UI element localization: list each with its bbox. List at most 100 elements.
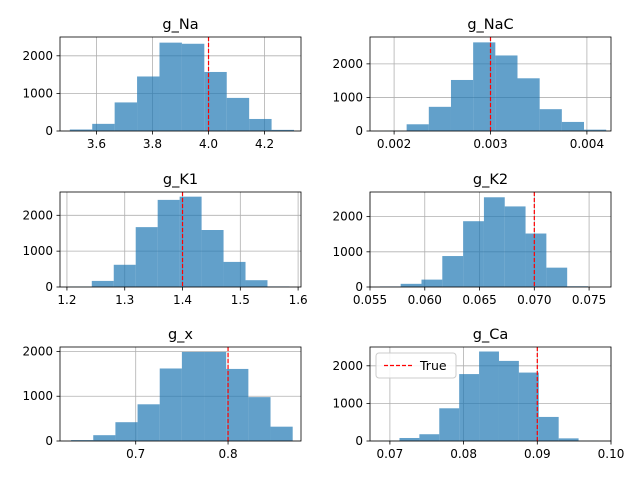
chart-g-k2-xtick-label-4: 0.075 [572, 293, 606, 307]
chart-g-nac-bar-4 [473, 42, 496, 131]
chart-g-na-bar-8 [249, 118, 272, 131]
chart-g-k1-ytick-label-1: 1000 [22, 244, 53, 258]
chart-g-k1-bar-2 [113, 264, 136, 287]
chart-g-ca-ytick-label-1: 1000 [332, 396, 363, 410]
chart-g-ca-bar-1 [399, 437, 420, 441]
chart-g-ca-bar-4 [459, 374, 480, 441]
chart-g-k2-bar-8 [546, 267, 568, 287]
chart-g-x-bars [71, 351, 293, 441]
chart-g-na-bar-2 [114, 102, 138, 131]
chart-g-nac-bars [384, 42, 607, 131]
chart-g-ca-bars [379, 351, 599, 441]
chart-g-k1-xtick-label-1: 1.3 [115, 293, 134, 307]
chart-g-k2-xtick-label-0: 0.055 [353, 293, 387, 307]
chart-g-nac-ytick-label-2: 2000 [332, 57, 363, 71]
chart-g-ca-title: g_Ca [473, 327, 508, 343]
chart-g-k1-bar-5 [179, 196, 202, 287]
chart-g-x-title: g_x [168, 327, 193, 343]
chart-g-x-bar-3 [137, 404, 160, 441]
chart-g-na-bar-1 [92, 123, 115, 131]
chart-g-x-ytick-label-0: 0 [45, 434, 53, 448]
chart-g-na-bar-6 [204, 71, 227, 131]
chart-g-nac-bar-6 [517, 78, 540, 131]
chart-g-k2-ytick-label-1: 1000 [332, 245, 363, 259]
chart-g-x-bar-1 [93, 435, 116, 441]
chart-g-na-xtick-label-1: 3.8 [143, 137, 162, 151]
chart-g-ca-bar-3 [439, 408, 460, 441]
chart-g-k2-xtick-label-3: 0.070 [517, 293, 551, 307]
chart-g-na-bar-4 [159, 42, 182, 131]
chart-g-k1-xtick-label-3: 1.5 [231, 293, 250, 307]
chart-g-k2-bars [379, 197, 588, 287]
chart-g-k1-ytick-label-0: 0 [45, 280, 53, 294]
chart-g-x-bar-8 [248, 397, 271, 441]
chart-g-k2-title: g_K2 [473, 172, 508, 188]
chart-g-ca-bar-2 [419, 434, 440, 441]
chart-g-na-axes-frame [59, 36, 302, 132]
chart-g-k2-bar-1 [400, 283, 422, 287]
chart-g-ca-bar-5 [479, 351, 499, 441]
chart-g-na-panel: 3.6 3.8 4.0 4.2 0 1000 2000 g_Na [22, 17, 302, 151]
chart-g-na-title: g_Na [162, 17, 198, 33]
chart-g-nac-bar-3 [450, 79, 474, 131]
chart-g-k2-xtick-label-1: 0.060 [408, 293, 442, 307]
chart-g-k2-ytick-label-0: 0 [355, 280, 363, 294]
chart-g-ca-ytick-label-0: 0 [355, 434, 363, 448]
chart-g-na-xtick-label-0: 3.6 [87, 137, 106, 151]
chart-g-ca-xtick-label-0: 0.07 [377, 447, 404, 461]
chart-g-na-bar-0 [69, 129, 93, 131]
chart-g-ca-ytick-label-2: 2000 [332, 359, 363, 373]
chart-g-k1-bar-8 [245, 280, 268, 287]
chart-g-k2-bar-2 [421, 279, 443, 287]
chart-g-ca-panel: 0.07 0.08 0.09 0.10 0 1000 2000 g_Ca True [332, 327, 624, 461]
chart-g-x-bar-9 [270, 426, 293, 441]
chart-g-k2-xtick-label-2: 0.065 [462, 293, 496, 307]
chart-g-ca-axes-frame [369, 346, 612, 442]
chart-g-k1-bar-3 [135, 227, 158, 287]
chart-g-k2-bar-4 [463, 221, 484, 287]
chart-g-ca-legend-box [375, 352, 457, 379]
chart-g-nac-title: g_NaC [467, 17, 513, 33]
chart-g-x-bar-0 [71, 440, 94, 441]
chart-g-k2-bar-6 [504, 206, 526, 287]
chart-g-ca-legend: True [375, 352, 457, 379]
chart-g-x-ytick-label-1: 1000 [22, 389, 53, 403]
chart-g-ca-legend-label: True [419, 358, 447, 373]
chart-g-x-ytick-label-2: 2000 [22, 344, 53, 358]
chart-g-ca-bar-6 [498, 360, 519, 441]
chart-g-x-bar-6 [204, 351, 227, 441]
chart-g-nac-xtick-label-0: 0.002 [377, 137, 411, 151]
chart-g-nac-ytick-label-1: 1000 [332, 90, 363, 104]
chart-g-x-xtick-label-0: 0.7 [126, 447, 145, 461]
chart-g-k1-bar-6 [201, 230, 224, 287]
chart-g-na-bars [69, 42, 294, 131]
chart-g-k2-panel: 0.055 0.060 0.065 0.070 0.075 0 1000 2000 g_K2 [332, 172, 612, 307]
chart-g-na-xtick-label-3: 4.2 [255, 137, 274, 151]
chart-g-na-ytick-label-1: 1000 [22, 86, 53, 100]
chart-g-nac-xtick-label-1: 0.003 [473, 137, 507, 151]
chart-g-k1-bar-1 [91, 280, 114, 287]
chart-g-na-bar-3 [137, 76, 160, 131]
chart-g-nac-bar-9 [584, 129, 607, 131]
chart-g-nac-ytick-label-0: 0 [355, 124, 363, 138]
chart-g-k1-title: g_K1 [163, 172, 198, 188]
chart-g-k1-bar-4 [157, 199, 180, 287]
chart-g-ca-bar-9 [558, 438, 579, 441]
chart-g-x-xtick-label-1: 0.8 [219, 447, 238, 461]
chart-g-na-xtick-label-2: 4.0 [199, 137, 218, 151]
chart-g-na-bar-7 [226, 97, 250, 131]
chart-g-k1-ytick-label-2: 2000 [22, 208, 53, 222]
chart-g-k1-xtick-label-4: 1.6 [289, 293, 308, 307]
chart-g-k2-bar-5 [483, 197, 505, 287]
chart-g-ca-xtick-label-1: 0.08 [450, 447, 477, 461]
chart-g-na-bar-5 [181, 43, 205, 131]
chart-g-nac-bar-5 [495, 55, 518, 131]
chart-g-ca-bar-8 [538, 416, 559, 441]
chart-g-k2-axes-frame [369, 191, 612, 288]
chart-g-nac-bar-1 [406, 124, 429, 131]
chart-g-nac-bar-7 [539, 109, 562, 131]
chart-g-nac-bar-2 [428, 106, 451, 131]
chart-g-k1-panel: 1.2 1.3 1.4 1.5 1.6 0 1000 2000 g_K1 [22, 172, 307, 307]
chart-g-k1-axes-frame [59, 191, 302, 288]
